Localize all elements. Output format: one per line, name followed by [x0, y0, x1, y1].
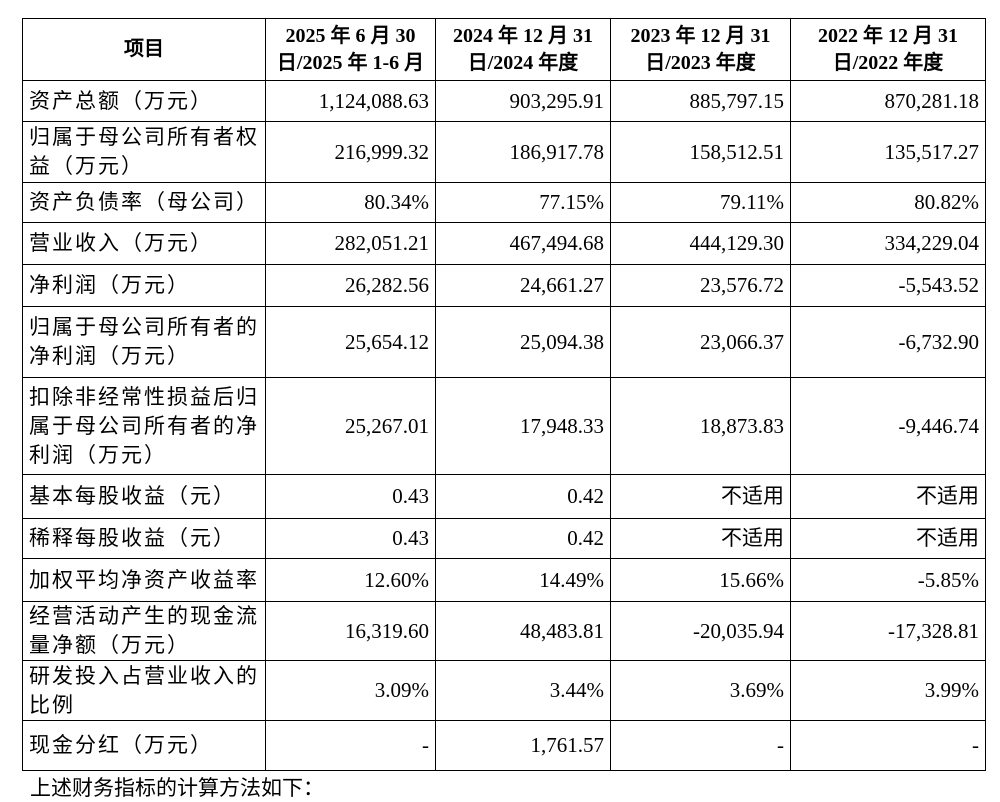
value-cell: 467,494.68	[435, 222, 611, 265]
value-cell: 1,124,088.63	[265, 80, 436, 122]
header-line: 2024 年 12 月 31	[453, 24, 593, 47]
header-line: 日/2023 年度	[645, 51, 756, 74]
value-cell: 444,129.30	[610, 222, 791, 265]
value-cell: 0.43	[265, 474, 436, 519]
data-row: 归属于母公司所有者权益（万元） 216,999.32 186,917.78 158,5…	[22, 121, 986, 183]
value-cell: 282,051.21	[265, 222, 436, 265]
row-label: 营业收入（万元）	[22, 222, 266, 265]
value-cell: 135,517.27	[790, 121, 986, 183]
data-row: 经营活动产生的现金流量净额（万元） 16,319.60 48,483.81 -20,0…	[22, 601, 986, 661]
data-row: 基本每股收益（元） 0.43 0.42 不适用 不适用	[22, 474, 986, 519]
value-cell: 0.42	[435, 518, 611, 559]
value-cell: -	[265, 720, 436, 771]
header-row: 项目 2025 年 6 月 30 日/2025 年 1-6 月 2024 年 12 月…	[22, 18, 986, 81]
value-cell: 不适用	[610, 518, 791, 559]
value-cell: -6,732.90	[790, 306, 986, 378]
value-cell: 17,948.33	[435, 377, 611, 475]
value-cell: -5.85%	[790, 558, 986, 602]
header-line: 日/2025 年 1-6 月	[276, 51, 425, 74]
value-cell: 80.82%	[790, 182, 986, 223]
value-cell: -17,328.81	[790, 601, 986, 661]
row-label: 归属于母公司所有者权益（万元）	[22, 121, 266, 183]
value-cell: 23,576.72	[610, 264, 791, 307]
header-line: 日/2022 年度	[832, 51, 944, 74]
data-row: 净利润（万元） 26,282.56 24,661.27 23,576.72 -5,543…	[22, 264, 986, 307]
value-cell: 不适用	[610, 474, 791, 519]
footnote: 上述财务指标的计算方法如下：	[30, 776, 324, 800]
value-cell: -	[790, 720, 986, 771]
row-label: 现金分红（万元）	[22, 720, 266, 771]
header-line: 2022 年 12 月 31	[818, 24, 958, 47]
value-cell: -20,035.94	[610, 601, 791, 661]
data-row: 稀释每股收益（元） 0.43 0.42 不适用 不适用	[22, 518, 986, 559]
data-row: 归属于母公司所有者的净利润（万元） 25,654.12 25,094.38 23,06…	[22, 306, 986, 378]
value-cell: 80.34%	[265, 182, 436, 223]
row-label: 资产总额（万元）	[22, 80, 266, 122]
header-cell: 2023 年 12 月 31 日/2023 年度	[610, 18, 791, 81]
row-label: 扣除非经常性损益后归属于母公司所有者的净利润（万元）	[22, 377, 266, 475]
value-cell: 18,873.83	[610, 377, 791, 475]
row-label: 研发投入占营业收入的比例	[22, 660, 266, 721]
data-row: 现金分红（万元） -1,761.57- -	[22, 720, 986, 771]
header-line: 2025 年 6 月 30	[285, 24, 416, 47]
page: {"table": { "header": [["项目"], ["2025 年 …	[22, 18, 986, 800]
value-cell: 15.66%	[610, 558, 791, 602]
data-row: 资产总额（万元） 1,124,088.63 903,295.91 885,797.15…	[22, 80, 986, 122]
data-row: 资产负债率（母公司） 80.34% 77.15% 79.11% 80.82%	[22, 182, 986, 223]
value-cell: -9,446.74	[790, 377, 986, 475]
value-cell: 26,282.56	[265, 264, 436, 307]
value-cell: 3.09%	[265, 660, 436, 721]
value-cell: 870,281.18	[790, 80, 986, 122]
value-cell: 903,295.91	[435, 80, 611, 122]
row-label: 归属于母公司所有者的净利润（万元）	[22, 306, 266, 378]
value-cell: 25,267.01	[265, 377, 436, 475]
value-cell: 不适用	[790, 474, 986, 519]
value-cell: 216,999.32	[265, 121, 436, 183]
value-cell: 48,483.81	[435, 601, 611, 661]
value-cell: 24,661.27	[435, 264, 611, 307]
value-cell: 334,229.04	[790, 222, 986, 265]
value-cell: 885,797.15	[610, 80, 791, 122]
row-label: 基本每股收益（元）	[22, 474, 266, 519]
value-cell: 16,319.60	[265, 601, 436, 661]
value-cell: 77.15%	[435, 182, 611, 223]
header-cell: 2024 年 12 月 31 日/2024 年度	[435, 18, 611, 81]
data-row: 加权平均净资产收益率 12.60% 14.49% 15.66% -5.85%	[22, 558, 986, 602]
value-cell: 14.49%	[435, 558, 611, 602]
value-cell: -5,543.52	[790, 264, 986, 307]
data-row: 扣除非经常性损益后归属于母公司所有者的净利润（万元） 25,267.01 17,94…	[22, 377, 986, 475]
value-cell: 79.11%	[610, 182, 791, 223]
value-cell: 12.60%	[265, 558, 436, 602]
value-cell: 3.44%	[435, 660, 611, 721]
header-line: 日/2024 年度	[467, 51, 579, 74]
row-label: 加权平均净资产收益率	[22, 558, 266, 602]
row-label: 稀释每股收益（元）	[22, 518, 266, 559]
header-line: 2023 年 12 月 31	[630, 24, 771, 47]
value-cell: 25,094.38	[435, 306, 611, 378]
header-line: 项目	[124, 38, 164, 60]
value-cell: -	[610, 720, 791, 771]
row-label: 经营活动产生的现金流量净额（万元）	[22, 601, 266, 661]
header-cell: 项目	[22, 18, 266, 81]
row-label: 资产负债率（母公司）	[22, 182, 266, 223]
data-row: 营业收入（万元） 282,051.21 467,494.68 444,129.30 33…	[22, 222, 986, 265]
data-row: 研发投入占营业收入的比例 3.09% 3.44% 3.69% 3.99%	[22, 660, 986, 721]
value-cell: 186,917.78	[435, 121, 611, 183]
value-cell: 23,066.37	[610, 306, 791, 378]
value-cell: 158,512.51	[610, 121, 791, 183]
financial-table: 项目 2025 年 6 月 30 日/2025 年 1-6 月 2024 年 12 月…	[22, 18, 986, 771]
header-cell: 2025 年 6 月 30 日/2025 年 1-6 月	[265, 18, 436, 81]
value-cell: 25,654.12	[265, 306, 436, 378]
value-cell: 3.69%	[610, 660, 791, 721]
value-cell: 1,761.57	[435, 720, 611, 771]
value-cell: 0.42	[435, 474, 611, 519]
value-cell: 3.99%	[790, 660, 986, 721]
header-cell: 2022 年 12 月 31 日/2022 年度	[790, 18, 986, 81]
value-cell: 0.43	[265, 518, 436, 559]
value-cell: 不适用	[790, 518, 986, 559]
row-label: 净利润（万元）	[22, 264, 266, 307]
